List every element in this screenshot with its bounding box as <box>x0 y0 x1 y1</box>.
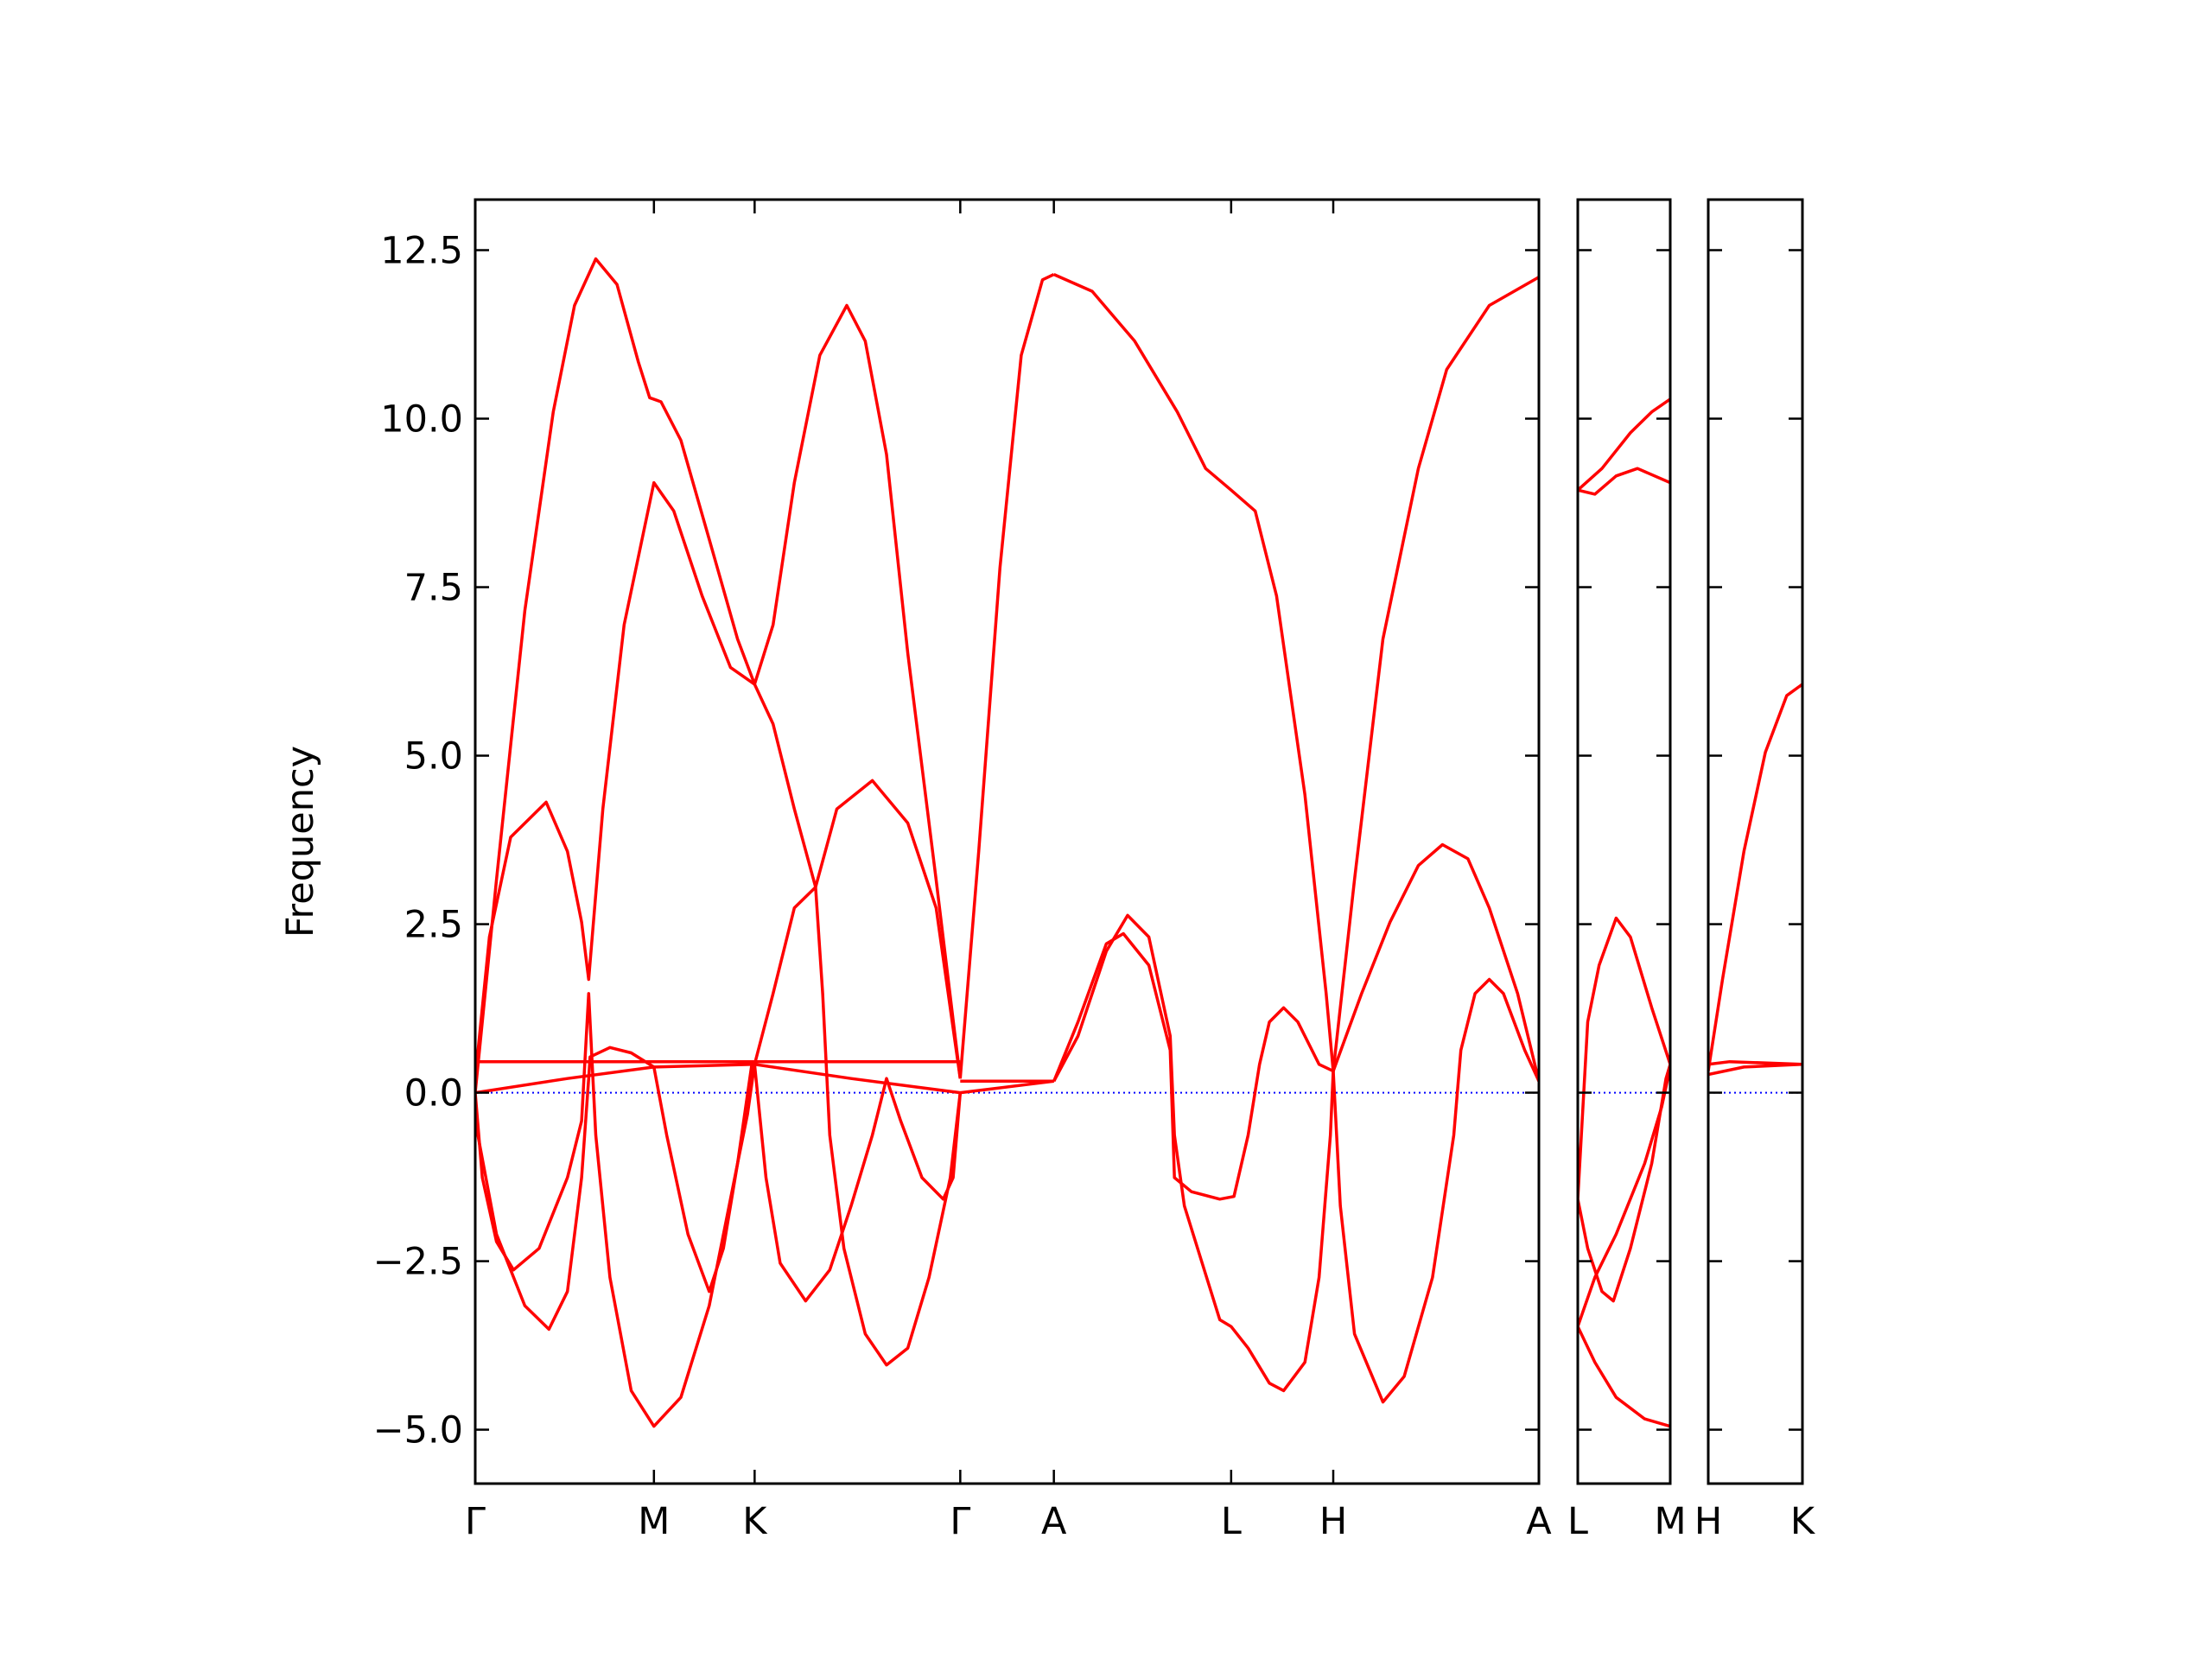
band-line <box>1052 913 1335 1393</box>
x-tick-label: M <box>1654 1500 1686 1543</box>
band-line <box>475 480 963 1079</box>
band-line <box>753 885 963 1367</box>
band-line <box>958 273 1055 1079</box>
y-tick-label: 5.0 <box>404 735 463 779</box>
band-line <box>475 1046 757 1332</box>
y-tick-label: 2.5 <box>404 904 463 947</box>
band-line <box>1578 397 1670 492</box>
band-line <box>1708 683 1802 1071</box>
band-line <box>1332 842 1539 1082</box>
band-line <box>753 1064 963 1303</box>
x-tick-label: Γ <box>465 1500 486 1543</box>
band-line <box>1708 1063 1802 1077</box>
y-tick-label: −5.0 <box>373 1409 463 1452</box>
x-tick-label: A <box>1041 1500 1067 1543</box>
band-line <box>1578 1325 1670 1428</box>
band-line <box>1578 1064 1670 1303</box>
band-line <box>1578 1066 1670 1327</box>
y-tick-label: 7.5 <box>404 567 463 610</box>
x-tick-label: K <box>742 1500 768 1543</box>
band-line <box>1052 272 1335 1071</box>
band-line <box>1578 467 1670 496</box>
x-tick-label: M <box>638 1500 670 1543</box>
y-tick-label: 10.0 <box>380 398 463 442</box>
band-line <box>1578 916 1670 1199</box>
band-line <box>475 1063 961 1095</box>
y-tick-label: −2.5 <box>373 1241 463 1284</box>
axes-frame <box>474 198 1541 1485</box>
y-tick-label: 12.5 <box>380 230 463 273</box>
band-line <box>1052 931 1334 1201</box>
x-tick-label: H <box>1694 1500 1722 1543</box>
band-line <box>1332 276 1539 1071</box>
band-line <box>1332 977 1539 1404</box>
x-tick-label: K <box>1790 1500 1816 1543</box>
x-tick-label: H <box>1319 1500 1347 1543</box>
x-tick-label: Γ <box>950 1500 970 1543</box>
band-line <box>960 1079 1054 1095</box>
y-tick-label: 0.0 <box>404 1072 463 1116</box>
band-line <box>1708 1059 1802 1066</box>
band-line <box>475 257 963 1093</box>
x-tick-label: A <box>1526 1500 1552 1543</box>
axes-frame <box>1707 198 1804 1485</box>
x-tick-label: L <box>1221 1500 1242 1543</box>
y-axis-label: Frequency <box>279 746 322 938</box>
x-tick-label: L <box>1567 1500 1588 1543</box>
axes-frame <box>1576 198 1672 1485</box>
band-line <box>475 992 753 1428</box>
